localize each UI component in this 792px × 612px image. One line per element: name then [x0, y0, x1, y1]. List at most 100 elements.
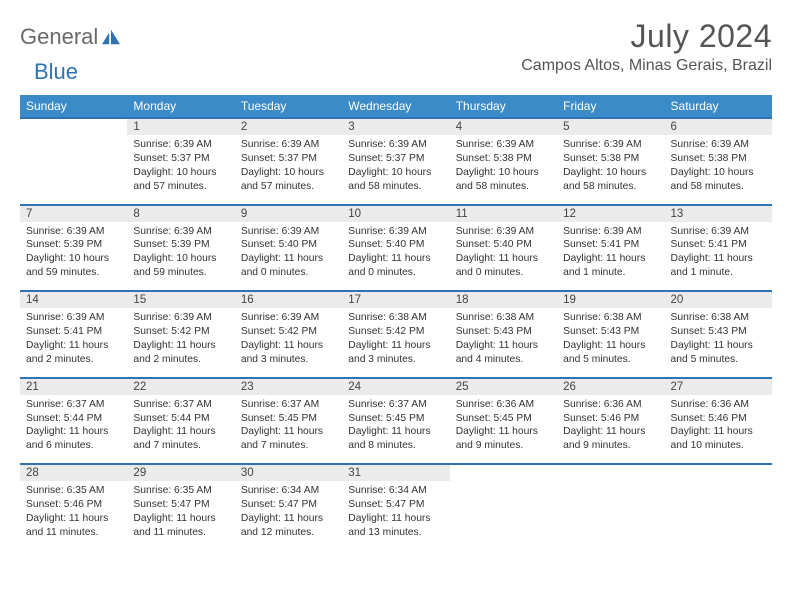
- day-info-cell: Sunrise: 6:37 AMSunset: 5:44 PMDaylight:…: [127, 395, 234, 465]
- day-info-cell: Sunrise: 6:39 AMSunset: 5:40 PMDaylight:…: [450, 222, 557, 292]
- sunset-text: Sunset: 5:47 PM: [348, 498, 443, 512]
- day-info-row: Sunrise: 6:39 AMSunset: 5:39 PMDaylight:…: [20, 222, 772, 292]
- day-info-cell: [20, 135, 127, 205]
- logo-word-1: General: [20, 24, 98, 50]
- daylight-text: Daylight: 10 hours and 59 minutes.: [26, 252, 121, 280]
- sunrise-text: Sunrise: 6:34 AM: [241, 484, 336, 498]
- daylight-text: Daylight: 11 hours and 11 minutes.: [133, 512, 228, 540]
- sunrise-text: Sunrise: 6:38 AM: [671, 311, 766, 325]
- day-number-row: 123456: [20, 118, 772, 135]
- sunrise-text: Sunrise: 6:39 AM: [133, 311, 228, 325]
- weekday-header: Thursday: [450, 95, 557, 118]
- sunset-text: Sunset: 5:40 PM: [241, 238, 336, 252]
- sunset-text: Sunset: 5:40 PM: [348, 238, 443, 252]
- day-number-cell: 20: [665, 291, 772, 308]
- sunset-text: Sunset: 5:37 PM: [133, 152, 228, 166]
- day-info-cell: Sunrise: 6:39 AMSunset: 5:37 PMDaylight:…: [342, 135, 449, 205]
- day-info-cell: Sunrise: 6:37 AMSunset: 5:44 PMDaylight:…: [20, 395, 127, 465]
- daylight-text: Daylight: 10 hours and 59 minutes.: [133, 252, 228, 280]
- daylight-text: Daylight: 11 hours and 1 minute.: [563, 252, 658, 280]
- daylight-text: Daylight: 11 hours and 2 minutes.: [133, 339, 228, 367]
- sunrise-text: Sunrise: 6:39 AM: [241, 225, 336, 239]
- sunrise-text: Sunrise: 6:39 AM: [348, 225, 443, 239]
- day-number-cell: 9: [235, 205, 342, 222]
- daylight-text: Daylight: 11 hours and 0 minutes.: [348, 252, 443, 280]
- day-info-cell: Sunrise: 6:39 AMSunset: 5:39 PMDaylight:…: [127, 222, 234, 292]
- daylight-text: Daylight: 11 hours and 0 minutes.: [456, 252, 551, 280]
- day-number-cell: 16: [235, 291, 342, 308]
- day-info-row: Sunrise: 6:37 AMSunset: 5:44 PMDaylight:…: [20, 395, 772, 465]
- sunset-text: Sunset: 5:43 PM: [671, 325, 766, 339]
- day-info-cell: Sunrise: 6:36 AMSunset: 5:46 PMDaylight:…: [557, 395, 664, 465]
- day-number-cell: [20, 118, 127, 135]
- day-number-row: 78910111213: [20, 205, 772, 222]
- daylight-text: Daylight: 11 hours and 6 minutes.: [26, 425, 121, 453]
- day-info-cell: Sunrise: 6:35 AMSunset: 5:46 PMDaylight:…: [20, 481, 127, 550]
- weekday-header: Saturday: [665, 95, 772, 118]
- day-info-cell: [557, 481, 664, 550]
- day-number-cell: 4: [450, 118, 557, 135]
- sunrise-text: Sunrise: 6:37 AM: [26, 398, 121, 412]
- sunset-text: Sunset: 5:42 PM: [133, 325, 228, 339]
- sunrise-text: Sunrise: 6:38 AM: [348, 311, 443, 325]
- sunrise-text: Sunrise: 6:39 AM: [563, 225, 658, 239]
- daylight-text: Daylight: 10 hours and 58 minutes.: [456, 166, 551, 194]
- sunrise-text: Sunrise: 6:37 AM: [348, 398, 443, 412]
- day-number-cell: 5: [557, 118, 664, 135]
- day-info-cell: Sunrise: 6:39 AMSunset: 5:37 PMDaylight:…: [127, 135, 234, 205]
- sunrise-text: Sunrise: 6:37 AM: [133, 398, 228, 412]
- sunset-text: Sunset: 5:40 PM: [456, 238, 551, 252]
- daylight-text: Daylight: 11 hours and 5 minutes.: [563, 339, 658, 367]
- sunset-text: Sunset: 5:37 PM: [241, 152, 336, 166]
- day-info-row: Sunrise: 6:39 AMSunset: 5:41 PMDaylight:…: [20, 308, 772, 378]
- logo: General: [20, 18, 102, 50]
- day-info-cell: Sunrise: 6:34 AMSunset: 5:47 PMDaylight:…: [235, 481, 342, 550]
- sunset-text: Sunset: 5:38 PM: [671, 152, 766, 166]
- sunrise-text: Sunrise: 6:36 AM: [671, 398, 766, 412]
- day-number-cell: [665, 464, 772, 481]
- sunset-text: Sunset: 5:43 PM: [456, 325, 551, 339]
- day-number-cell: 30: [235, 464, 342, 481]
- day-number-cell: 28: [20, 464, 127, 481]
- sunrise-text: Sunrise: 6:39 AM: [241, 138, 336, 152]
- daylight-text: Daylight: 10 hours and 57 minutes.: [133, 166, 228, 194]
- day-info-cell: Sunrise: 6:39 AMSunset: 5:37 PMDaylight:…: [235, 135, 342, 205]
- day-info-cell: Sunrise: 6:39 AMSunset: 5:42 PMDaylight:…: [235, 308, 342, 378]
- sunrise-text: Sunrise: 6:39 AM: [26, 225, 121, 239]
- weekday-header: Monday: [127, 95, 234, 118]
- day-info-cell: Sunrise: 6:37 AMSunset: 5:45 PMDaylight:…: [342, 395, 449, 465]
- sunset-text: Sunset: 5:45 PM: [348, 412, 443, 426]
- day-number-cell: 23: [235, 378, 342, 395]
- sunrise-text: Sunrise: 6:39 AM: [348, 138, 443, 152]
- sunrise-text: Sunrise: 6:36 AM: [456, 398, 551, 412]
- day-info-cell: Sunrise: 6:39 AMSunset: 5:38 PMDaylight:…: [557, 135, 664, 205]
- sunrise-text: Sunrise: 6:39 AM: [671, 225, 766, 239]
- sunrise-text: Sunrise: 6:38 AM: [456, 311, 551, 325]
- daylight-text: Daylight: 11 hours and 11 minutes.: [26, 512, 121, 540]
- day-number-cell: 22: [127, 378, 234, 395]
- day-number-cell: 21: [20, 378, 127, 395]
- sunrise-text: Sunrise: 6:39 AM: [133, 225, 228, 239]
- weekday-header-row: Sunday Monday Tuesday Wednesday Thursday…: [20, 95, 772, 118]
- day-info-cell: Sunrise: 6:39 AMSunset: 5:38 PMDaylight:…: [450, 135, 557, 205]
- day-info-cell: Sunrise: 6:35 AMSunset: 5:47 PMDaylight:…: [127, 481, 234, 550]
- sunset-text: Sunset: 5:45 PM: [456, 412, 551, 426]
- day-info-cell: Sunrise: 6:39 AMSunset: 5:41 PMDaylight:…: [20, 308, 127, 378]
- daylight-text: Daylight: 10 hours and 58 minutes.: [348, 166, 443, 194]
- sunset-text: Sunset: 5:43 PM: [563, 325, 658, 339]
- day-info-cell: Sunrise: 6:36 AMSunset: 5:45 PMDaylight:…: [450, 395, 557, 465]
- day-info-cell: Sunrise: 6:38 AMSunset: 5:43 PMDaylight:…: [665, 308, 772, 378]
- daylight-text: Daylight: 11 hours and 8 minutes.: [348, 425, 443, 453]
- daylight-text: Daylight: 11 hours and 4 minutes.: [456, 339, 551, 367]
- daylight-text: Daylight: 11 hours and 7 minutes.: [133, 425, 228, 453]
- sunrise-text: Sunrise: 6:38 AM: [563, 311, 658, 325]
- logo-sails-icon: [100, 28, 122, 46]
- daylight-text: Daylight: 11 hours and 12 minutes.: [241, 512, 336, 540]
- sunset-text: Sunset: 5:41 PM: [563, 238, 658, 252]
- day-info-cell: Sunrise: 6:39 AMSunset: 5:41 PMDaylight:…: [665, 222, 772, 292]
- sunset-text: Sunset: 5:46 PM: [563, 412, 658, 426]
- sunrise-text: Sunrise: 6:39 AM: [456, 225, 551, 239]
- day-number-cell: 1: [127, 118, 234, 135]
- day-number-cell: 8: [127, 205, 234, 222]
- sunrise-text: Sunrise: 6:35 AM: [26, 484, 121, 498]
